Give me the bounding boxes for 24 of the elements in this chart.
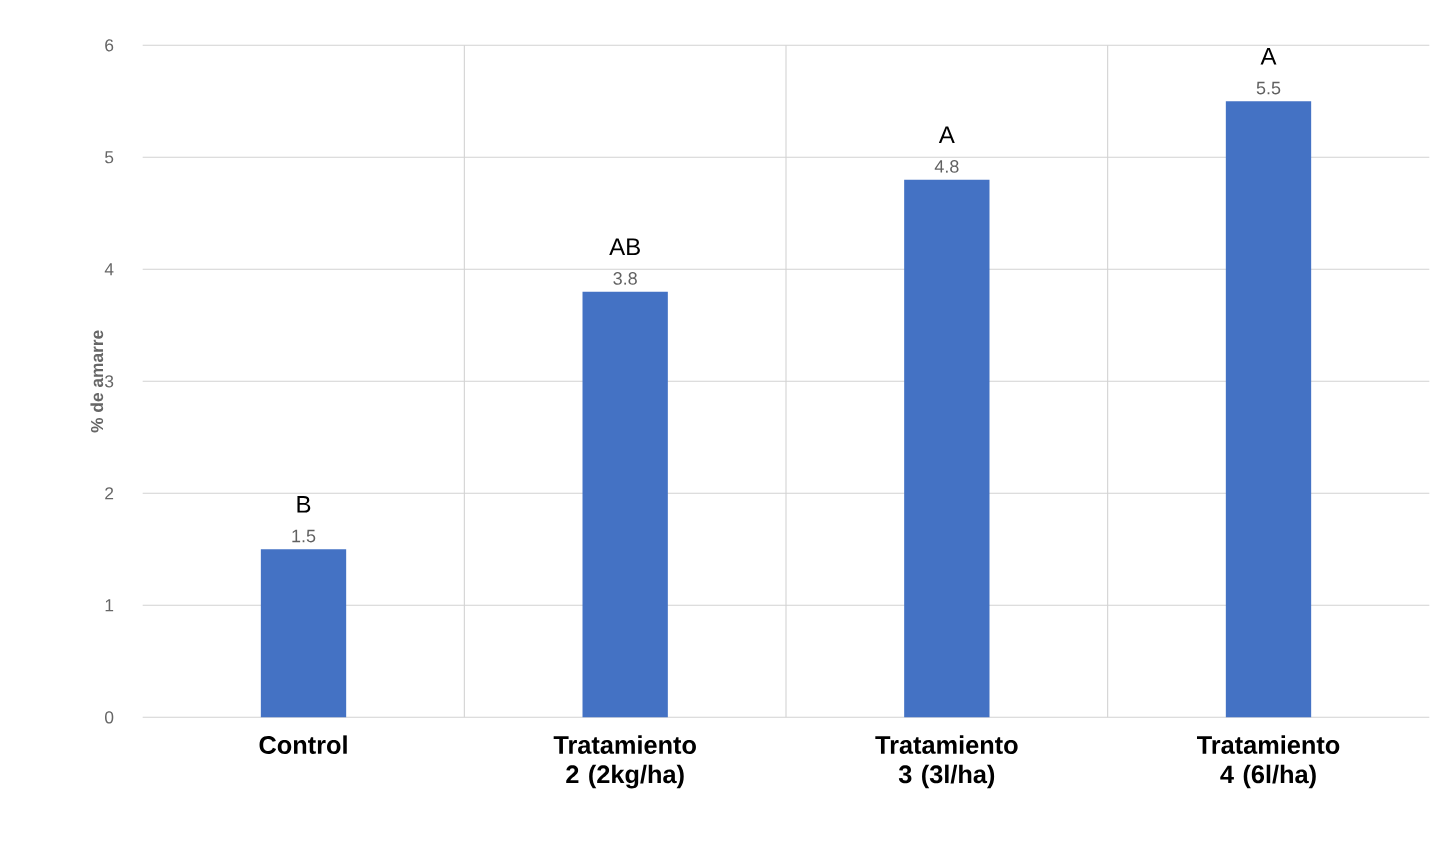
data-label: 1.5 — [292, 529, 316, 543]
y-tick-label: 2 — [105, 487, 114, 500]
annotation: A — [1260, 47, 1277, 65]
bar — [1225, 101, 1312, 718]
y-tick-label: 5 — [105, 151, 114, 164]
y-tick-label: 0 — [105, 711, 114, 724]
x-tick-label: Tratamiento 3 (3l/ha) — [875, 735, 1018, 789]
y-tick-label: 4 — [104, 263, 114, 276]
bar — [260, 549, 347, 718]
bar — [904, 179, 990, 718]
annotation: AB — [609, 238, 640, 255]
y-tick-label: 1 — [105, 599, 114, 612]
y-tick-label: 3 — [105, 375, 114, 388]
data-label: 3.8 — [613, 271, 637, 285]
x-tick-label: Control — [259, 735, 347, 754]
x-tick-label: Tratamiento 4 (6l/ha) — [1196, 735, 1340, 789]
annotation: A — [938, 126, 955, 143]
y-axis-title: % de amarre — [90, 330, 104, 433]
x-tick-label: Tratamiento 2 (2kg/ha) — [553, 735, 696, 789]
data-label: 4.8 — [934, 159, 959, 173]
annotation: B — [297, 495, 311, 513]
data-label: 5.5 — [1256, 81, 1281, 95]
bar — [582, 291, 668, 718]
y-tick-label: 6 — [105, 39, 114, 52]
